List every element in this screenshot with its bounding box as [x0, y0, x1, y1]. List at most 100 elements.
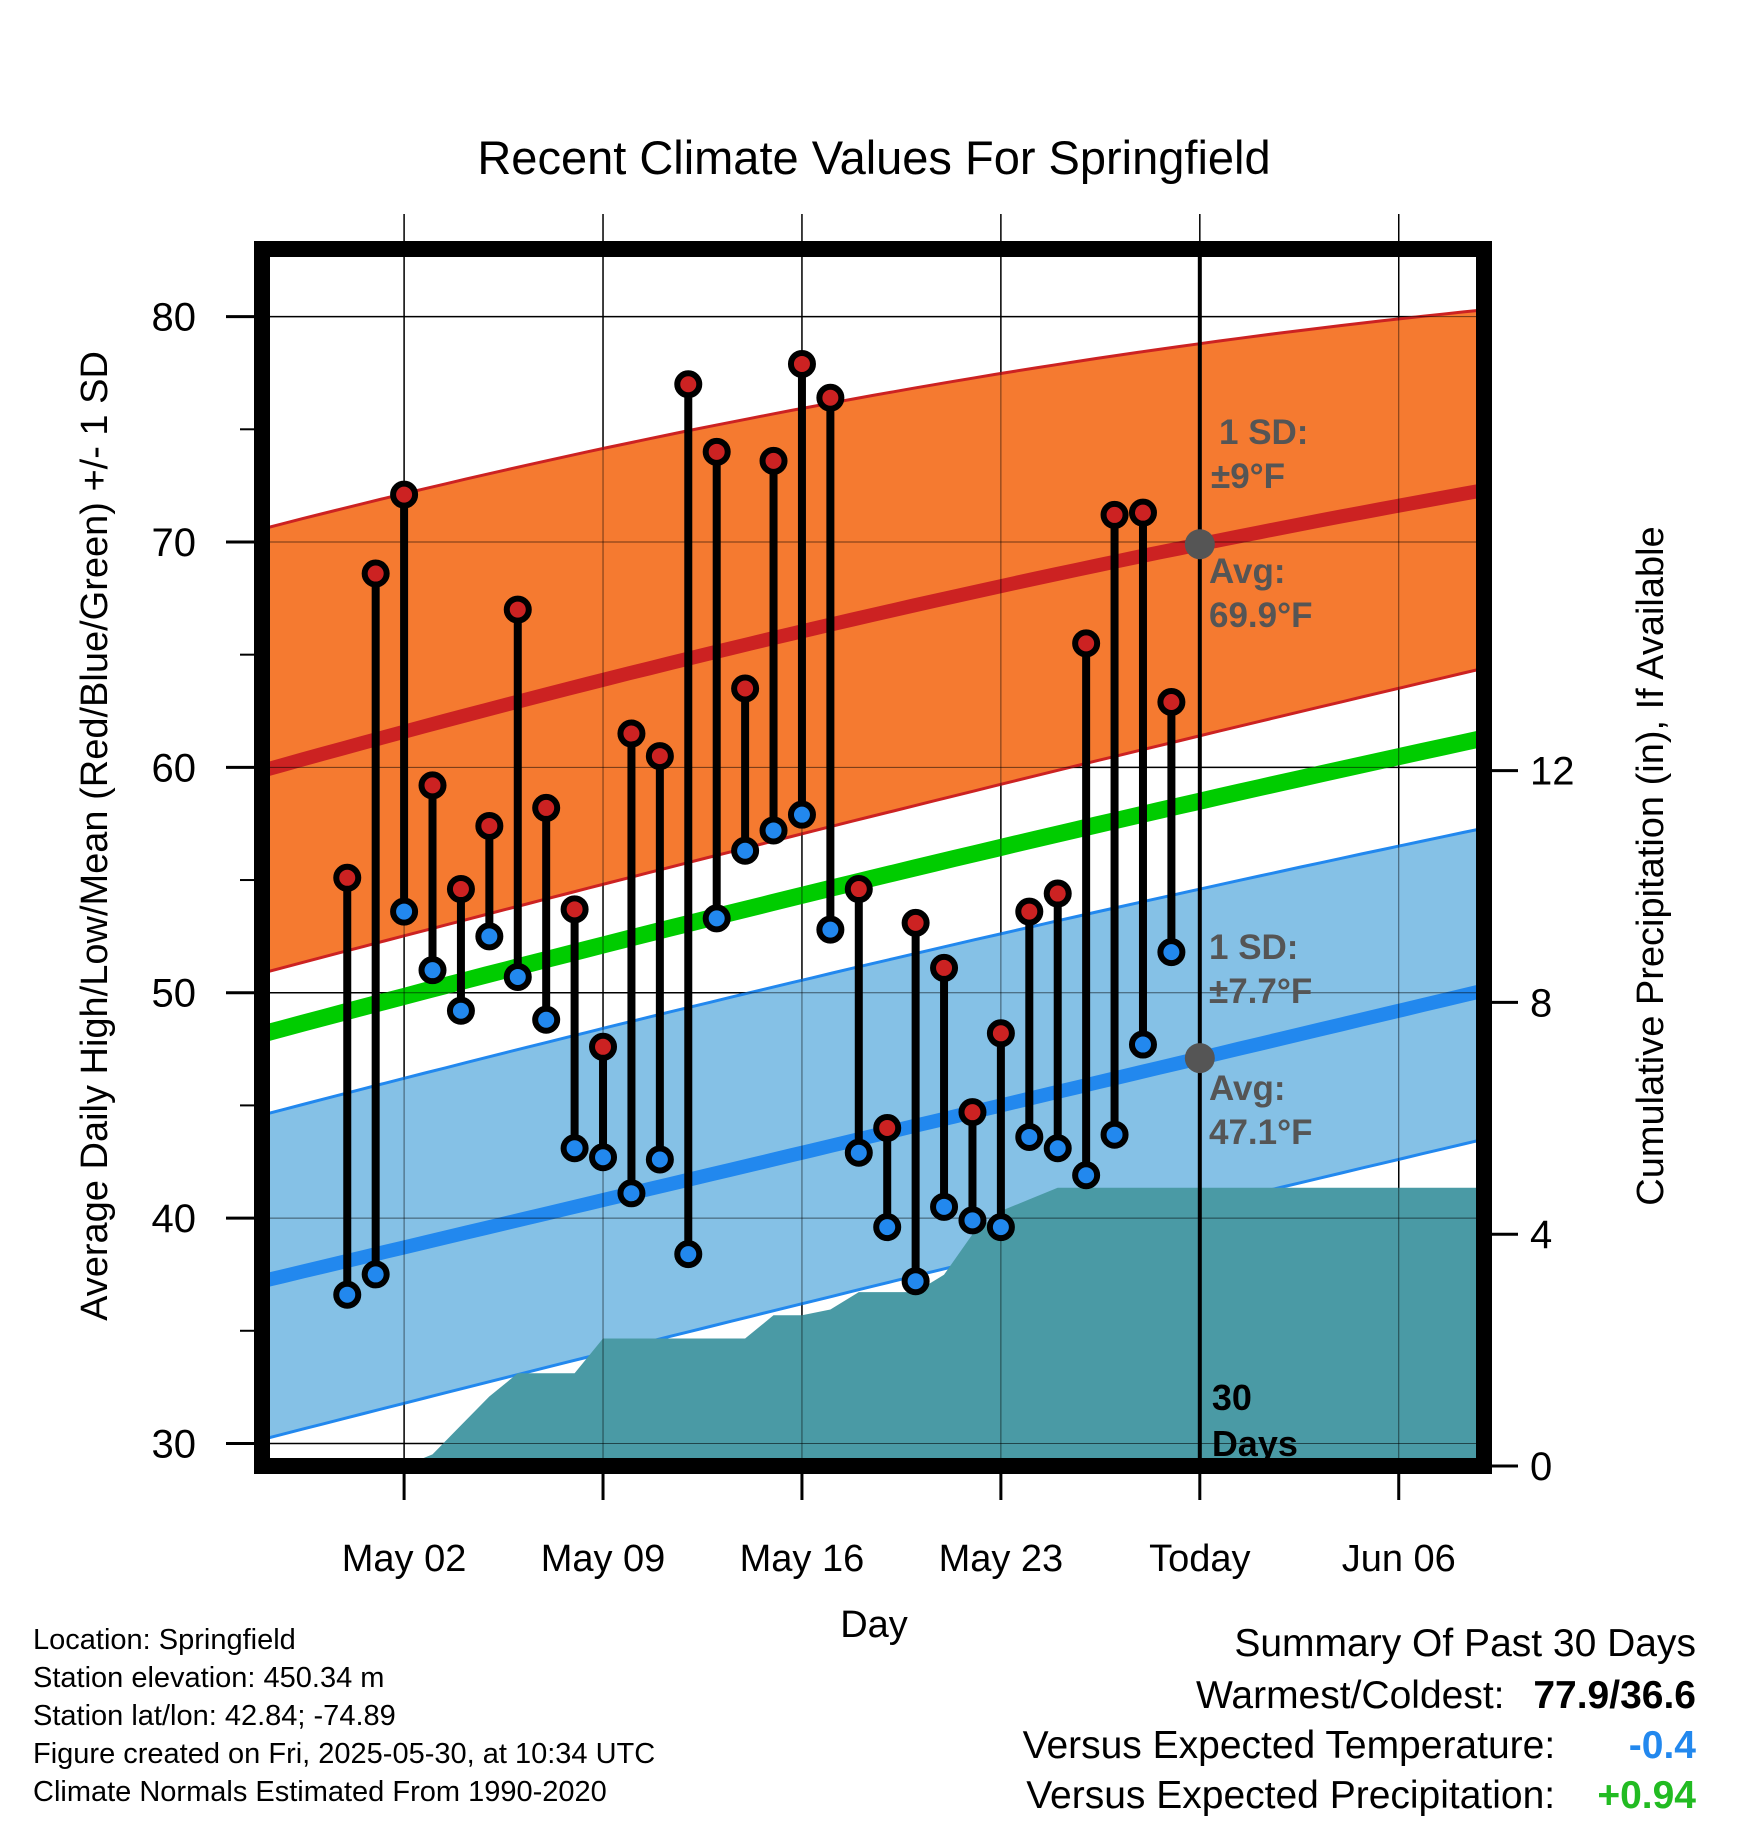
daily-high-point	[589, 1032, 618, 1061]
today-days-label: Days	[1212, 1423, 1298, 1464]
daily-low-point	[986, 1213, 1015, 1242]
annotation-high-sd-label: 1 SD:	[1219, 413, 1308, 452]
daily-low-point	[787, 800, 816, 829]
daily-high-point	[645, 742, 674, 771]
daily-low-point	[475, 922, 504, 951]
daily-high-point	[475, 811, 504, 840]
annotation-low-sd-value: ±7.7°F	[1209, 972, 1312, 1011]
daily-high-point	[390, 480, 419, 509]
daily-high-point	[1128, 498, 1157, 527]
daily-low-point	[645, 1145, 674, 1174]
daily-high-point	[333, 863, 362, 892]
daily-low-point	[1043, 1134, 1072, 1163]
daily-high-point	[1015, 897, 1044, 926]
daily-low-point	[446, 996, 475, 1025]
precipitation-fill	[262, 1187, 1484, 1466]
annotation-high-avg-label: Avg:	[1209, 552, 1285, 591]
daily-low-point	[816, 915, 845, 944]
daily-low-point	[1157, 938, 1186, 967]
footer-location: Location: Springfield	[33, 1624, 296, 1656]
daily-low-point	[731, 836, 760, 865]
daily-low-point	[844, 1138, 873, 1167]
footer-latlon: Station lat/lon: 42.84; -74.89	[33, 1700, 396, 1732]
daily-high-point	[702, 437, 731, 466]
today-days-number: 30	[1212, 1377, 1252, 1418]
x-tick-label: Today	[1149, 1538, 1250, 1580]
daily-high-point	[901, 908, 930, 937]
daily-low-point	[1015, 1122, 1044, 1151]
precipitation-area	[262, 1187, 1484, 1466]
x-tick-label: May 23	[939, 1538, 1064, 1580]
daily-high-point	[560, 895, 589, 924]
y-tick-label: 40	[152, 1197, 197, 1241]
y2-tick-label: 8	[1530, 981, 1552, 1025]
y-tick-label: 80	[152, 296, 197, 340]
daily-high-point	[418, 771, 447, 800]
daily-high-point	[731, 674, 760, 703]
y-axis-label: Average Daily High/Low/Mean (Red/Blue/Gr…	[74, 351, 116, 1321]
daily-high-point	[1157, 687, 1186, 716]
high-mean-line	[262, 483, 1484, 778]
x-tick-label: May 16	[740, 1538, 865, 1580]
footer-normals: Climate Normals Estimated From 1990-2020	[33, 1776, 607, 1808]
annotation-high-sd-value: ±9°F	[1211, 457, 1285, 496]
today-low-normal-point	[1184, 1043, 1215, 1074]
summary-precip-value: +0.94	[1597, 1774, 1696, 1817]
daily-high-point	[1072, 629, 1101, 658]
daily-low-point	[1072, 1161, 1101, 1190]
low-band-edge	[262, 826, 1484, 1117]
daily-high-point	[446, 875, 475, 904]
high-band-edge	[262, 666, 1484, 975]
daily-high-point	[1043, 879, 1072, 908]
daily-low-point	[589, 1143, 618, 1172]
summary-warm-cold-label: Warmest/Coldest:	[1196, 1674, 1505, 1717]
high-band-edge	[262, 308, 1484, 531]
today-high-normal-point	[1184, 529, 1215, 560]
summary-title: Summary Of Past 30 Days	[1234, 1622, 1696, 1665]
daily-high-point	[674, 370, 703, 399]
daily-high-point	[930, 953, 959, 982]
summary-temp-label: Versus Expected Temperature:	[1022, 1724, 1556, 1767]
x-tick-label: Jun 06	[1342, 1538, 1456, 1580]
summary-temp: Versus Expected Temperature: -0.4	[1023, 1724, 1696, 1768]
y2-tick-label: 4	[1530, 1213, 1552, 1257]
summary-temp-value: -0.4	[1628, 1724, 1696, 1767]
mean-line	[262, 729, 1484, 1043]
daily-high-point	[1100, 500, 1129, 529]
summary-precip: Versus Expected Precipitation: +0.94	[1026, 1774, 1696, 1818]
daily-high-point	[844, 875, 873, 904]
daily-low-point	[560, 1134, 589, 1163]
daily-high-point	[816, 383, 845, 412]
daily-low-point	[617, 1179, 646, 1208]
axis-ticks: 30 40 50 60 70 80 0 4 8 12 May 02 May 09 May 16 May 2…	[152, 296, 1575, 1580]
high-band	[262, 309, 1484, 974]
daily-high-point	[503, 595, 532, 624]
daily-low-point	[702, 904, 731, 933]
chart-title: Recent Climate Values For Springfield	[477, 131, 1270, 184]
low-mean-line	[262, 983, 1484, 1289]
daily-high-point	[532, 793, 561, 822]
y-tick-label: 50	[152, 972, 197, 1016]
y2-tick-label: 12	[1530, 750, 1575, 794]
daily-low-point	[759, 816, 788, 845]
y2-axis-label: Cumulative Precipitation (in), If Availa…	[1630, 526, 1672, 1205]
x-tick-label: May 02	[342, 1538, 467, 1580]
daily-high-point	[873, 1113, 902, 1142]
x-tick-label: May 09	[541, 1538, 666, 1580]
daily-high-point	[958, 1098, 987, 1127]
annotation-low-sd-label: 1 SD:	[1209, 928, 1298, 967]
daily-low-point	[930, 1192, 959, 1221]
daily-low-point	[1128, 1030, 1157, 1059]
daily-high-point	[617, 719, 646, 748]
daily-high-point	[361, 559, 390, 588]
y2-tick-label: 0	[1530, 1445, 1552, 1489]
daily-low-point	[361, 1260, 390, 1289]
normal-annotations: 1 SD: ±9°F Avg: 69.9°F 1 SD: ±7.7°F Avg: 47.1°F	[1184, 413, 1313, 1152]
daily-low-point	[674, 1240, 703, 1269]
daily-low-point	[418, 956, 447, 985]
daily-low-point	[901, 1267, 930, 1296]
daily-low-point	[532, 1005, 561, 1034]
today-marker: 30 Days	[1197, 249, 1298, 1466]
daily-high-point	[759, 446, 788, 475]
